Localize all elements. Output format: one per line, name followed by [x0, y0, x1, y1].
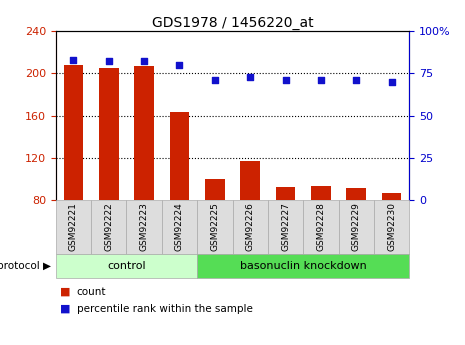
Point [105, 59, 113, 64]
Text: ■: ■ [60, 304, 71, 314]
Text: percentile rank within the sample: percentile rank within the sample [77, 304, 252, 314]
Bar [346, 188, 366, 200]
Title: GDS1978 / 1456220_at: GDS1978 / 1456220_at [152, 16, 313, 30]
Text: count: count [77, 287, 106, 296]
Point [246, 74, 254, 79]
Bar [205, 179, 225, 200]
Point [388, 79, 395, 85]
Point [282, 77, 289, 83]
Text: GSM92230: GSM92230 [387, 202, 396, 252]
Bar [170, 112, 189, 200]
Bar [276, 187, 295, 200]
Text: GSM92222: GSM92222 [104, 203, 113, 251]
Text: control: control [107, 261, 146, 270]
Text: GSM92226: GSM92226 [246, 203, 255, 251]
Text: GSM92223: GSM92223 [140, 203, 149, 251]
Text: ■: ■ [60, 287, 71, 296]
Point [140, 59, 148, 64]
Text: protocol ▶: protocol ▶ [0, 261, 51, 270]
Text: GSM92224: GSM92224 [175, 203, 184, 251]
Bar [99, 68, 119, 200]
Text: GSM92228: GSM92228 [316, 203, 326, 251]
Bar [134, 66, 154, 200]
Point [211, 77, 219, 83]
Point [352, 77, 360, 83]
Point [317, 77, 325, 83]
Text: basonuclin knockdown: basonuclin knockdown [240, 261, 366, 270]
Text: GSM92227: GSM92227 [281, 203, 290, 251]
Text: GSM92229: GSM92229 [352, 203, 361, 251]
Text: GSM92221: GSM92221 [69, 203, 78, 251]
Point [70, 57, 77, 62]
Bar [382, 193, 401, 200]
Text: GSM92225: GSM92225 [210, 203, 219, 251]
Bar [240, 161, 260, 200]
Bar [311, 186, 331, 200]
Point [176, 62, 183, 68]
Bar [64, 65, 83, 200]
